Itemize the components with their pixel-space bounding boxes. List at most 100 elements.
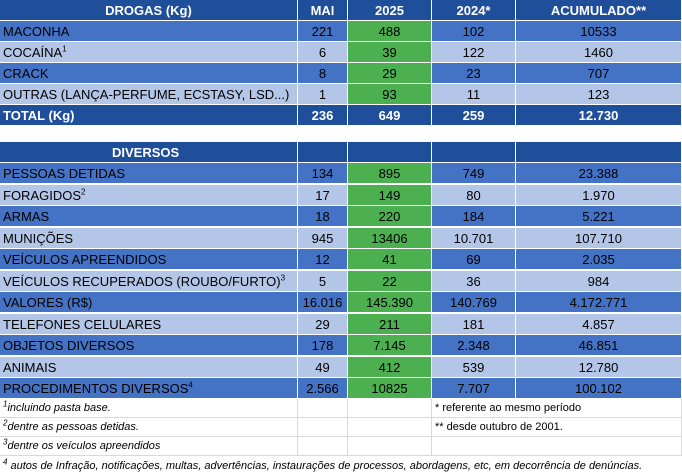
cell-acumulado: 4.172.771 [516, 292, 682, 313]
footnote-marker: 1 [62, 44, 67, 54]
cell-mai: 16.016 [298, 292, 348, 313]
cell-mai: 8 [298, 63, 348, 84]
table-row: VEÍCULOS APREENDIDOS 12 41 69 2.035 [0, 249, 682, 270]
table-row: COCAÍNA1 6 39 122 1460 [0, 42, 682, 63]
row-label-text: TELEFONES CELULARES [3, 316, 162, 332]
row-label: ANIMAIS [0, 356, 298, 378]
row-label-text: VALORES (R$) [3, 295, 93, 310]
footnote-row: 2dentre as pessoas detidas. ** desde out… [0, 418, 682, 437]
cell-mai: 1 [298, 84, 348, 105]
table-row: PESSOAS DETIDAS 134 895 749 23.388 [0, 163, 682, 184]
cell-2025: 488 [348, 21, 432, 42]
row-label-text: PROCEDIMENTOS DIVERSOS [3, 381, 189, 396]
footnote-4: 4 autos de Infração, notificações, multa… [3, 457, 643, 472]
cell-2024: 7.707 [432, 378, 516, 399]
row-label-text: COCAÍNA [3, 45, 63, 60]
total-2025: 649 [348, 105, 432, 126]
row-label-text: FORAGIDOS [3, 187, 82, 203]
cell-2024: 749 [432, 163, 516, 184]
row-label: OUTRAS (LANÇA-PERFUME, ECSTASY, LSD...) [0, 84, 298, 105]
row-label: COCAÍNA1 [0, 42, 298, 63]
footnote-marker: 3 [280, 273, 286, 283]
drugs-header-row: DROGAS (Kg) MAI 2025 2024* ACUMULADO** [0, 0, 682, 21]
footnote-row: 1incluindo pasta base. * referente ao me… [0, 399, 682, 418]
cell-2025: 7.145 [348, 335, 432, 356]
footnote-blank-cell [432, 437, 682, 456]
row-label: TELEFONES CELULARES [0, 313, 298, 335]
row-label: VEÍCULOS RECUPERADOS (ROUBO/FURTO)3 [0, 270, 298, 292]
cell-2024: 36 [432, 270, 516, 292]
row-label: VEÍCULOS APREENDIDOS [0, 249, 298, 270]
cell-mai: 134 [298, 163, 348, 184]
diversos-header-row: DIVERSOS [0, 142, 682, 163]
row-label-text: VEÍCULOS APREENDIDOS [3, 252, 167, 267]
cell-mai: 945 [298, 227, 348, 249]
cell-mai: 6 [298, 42, 348, 63]
header-blank-cell [298, 142, 348, 163]
row-label-text: OBJETOS DIVERSOS [3, 338, 135, 353]
total-acumulado: 12.730 [516, 105, 682, 126]
footnote-1: 1incluindo pasta base. [0, 399, 298, 418]
table-row: OUTRAS (LANÇA-PERFUME, ECSTASY, LSD...) 1… [0, 84, 682, 105]
cell-acumulado: 1.970 [516, 184, 682, 206]
cell-acumulado: 1460 [516, 42, 682, 63]
total-2024: 259 [432, 105, 516, 126]
cell-2025: 93 [348, 84, 432, 105]
drugs-header-label: DROGAS (Kg) [0, 0, 298, 21]
total-row: TOTAL (Kg) 236 649 259 12.730 [0, 105, 682, 126]
cell-2025: 895 [348, 163, 432, 184]
cell-2025: 29 [348, 63, 432, 84]
cell-acumulado: 46.851 [516, 335, 682, 356]
table-row: OBJETOS DIVERSOS 178 7.145 2.348 46.851 [0, 335, 682, 356]
cell-2024: 181 [432, 313, 516, 335]
reference-note-1: * referente ao mesmo período [432, 399, 682, 418]
cell-2025: 13406 [348, 227, 432, 249]
table-row: FORAGIDOS2 17 149 80 1.970 [0, 184, 682, 206]
cell-acumulado: 707 [516, 63, 682, 84]
footnote-row: 3dentre os veículos apreendidos [0, 437, 682, 456]
row-label: FORAGIDOS2 [0, 184, 298, 206]
table-row: ANIMAIS 49 412 539 12.780 [0, 356, 682, 378]
cell-2024: 122 [432, 42, 516, 63]
cell-mai: 5 [298, 270, 348, 292]
cell-mai: 12 [298, 249, 348, 270]
total-mai: 236 [298, 105, 348, 126]
cell-mai: 29 [298, 313, 348, 335]
cell-acumulado: 23.388 [516, 163, 682, 184]
cell-2025: 10825 [348, 378, 432, 399]
cell-2024: 539 [432, 356, 516, 378]
reference-note-2: ** desde outubro de 2001. [432, 418, 682, 437]
row-label-text: CRACK [3, 66, 49, 81]
row-label: PESSOAS DETIDAS [0, 163, 298, 184]
footnote-marker: 4 [188, 380, 193, 390]
header-blank-cell [432, 142, 516, 163]
cell-acumulado: 100.102 [516, 378, 682, 399]
cell-2025: 41 [348, 249, 432, 270]
cell-2025: 220 [348, 206, 432, 227]
cell-2024: 102 [432, 21, 516, 42]
header-2024: 2024* [432, 0, 516, 21]
cell-mai: 178 [298, 335, 348, 356]
footnote-blank-cell [348, 399, 432, 418]
row-label: OBJETOS DIVERSOS [0, 335, 298, 356]
diversos-header-label: DIVERSOS [0, 142, 298, 163]
row-label-text: OUTRAS (LANÇA-PERFUME, ECSTASY, LSD...) [3, 87, 290, 102]
cell-mai: 2.566 [298, 378, 348, 399]
cell-acumulado: 12.780 [516, 356, 682, 378]
cell-2024: 69 [432, 249, 516, 270]
row-label: ARMAS [0, 206, 298, 227]
cell-2024: 11 [432, 84, 516, 105]
cell-2024: 2.348 [432, 335, 516, 356]
footnote-marker: 2 [81, 187, 86, 197]
cell-2025: 39 [348, 42, 432, 63]
table-row: PROCEDIMENTOS DIVERSOS4 2.566 10825 7.707 10… [0, 378, 682, 399]
cell-2025: 145.390 [348, 292, 432, 313]
cell-acumulado: 4.857 [516, 313, 682, 335]
footnote-blank-cell [348, 418, 432, 437]
row-label-text: MACONHA [3, 24, 70, 39]
table-row: MUNIÇÕES 945 13406 10.701 107.710 [0, 227, 682, 249]
row-label-text: PESSOAS DETIDAS [3, 166, 126, 181]
footnote-blank-cell [298, 399, 348, 418]
cell-acumulado: 2.035 [516, 249, 682, 270]
header-blank-cell [348, 142, 432, 163]
